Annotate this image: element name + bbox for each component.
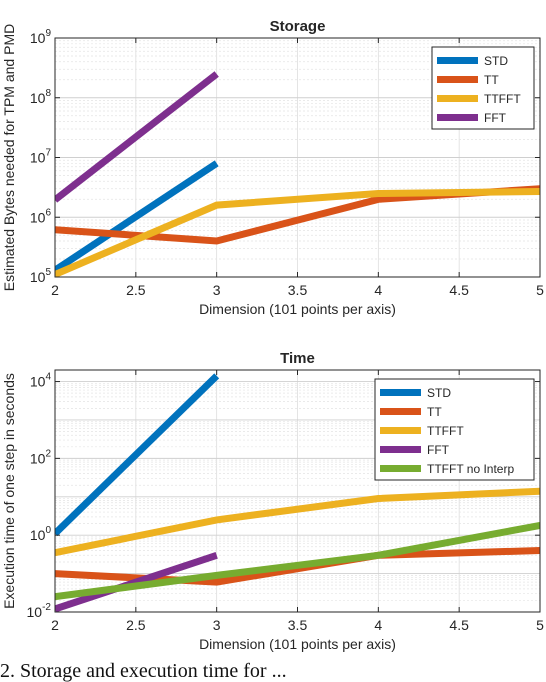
figure-caption: 2. Storage and execution time for ... bbox=[0, 660, 287, 682]
x-tick-label: 5 bbox=[536, 617, 544, 633]
legend-label-ttfft: TTFFT bbox=[484, 92, 521, 106]
x-tick-label: 4.5 bbox=[449, 617, 469, 633]
x-tick-label: 3.5 bbox=[288, 282, 308, 298]
y-tick-label: 100 bbox=[30, 525, 52, 543]
y-tick-label: 107 bbox=[30, 148, 52, 166]
legend-label-ttfft: TTFFT bbox=[427, 424, 464, 438]
y-tick-label: 102 bbox=[30, 448, 52, 466]
legend-label-tt: TT bbox=[484, 73, 499, 87]
legend: STD TT TTFFT FFT TTFFT no Interp bbox=[374, 378, 535, 481]
series-lines bbox=[55, 373, 540, 612]
x-axis-label: Dimension (101 points per axis) bbox=[199, 301, 396, 317]
x-tick-label: 4.5 bbox=[449, 282, 469, 298]
legend-label-fft: FFT bbox=[427, 443, 450, 457]
legend-label-std: STD bbox=[484, 54, 508, 68]
legend-label-ttfft-no-interp: TTFFT no Interp bbox=[427, 462, 514, 476]
legend-label-tt: TT bbox=[427, 405, 442, 419]
series-line-std bbox=[55, 160, 219, 274]
legend-label-std: STD bbox=[427, 386, 451, 400]
chart-title: Storage bbox=[270, 18, 326, 35]
series-line-fft bbox=[55, 551, 218, 612]
series-line-ttfft-no-interp bbox=[55, 521, 540, 601]
x-tick-label: 3 bbox=[213, 617, 221, 633]
chart-title: Time bbox=[280, 350, 315, 367]
x-tick-label: 5 bbox=[536, 282, 544, 298]
series-line-ttfft bbox=[55, 188, 540, 277]
series-line-std bbox=[55, 373, 220, 537]
x-tick-label: 2.5 bbox=[126, 282, 146, 298]
y-tick-label: 109 bbox=[30, 28, 52, 46]
storage-chart: 2 2.5 3 3.5 4 4.5 5 105 106 107 108 109 Storage Dimen… bbox=[1, 18, 544, 317]
y-tick-label: 108 bbox=[30, 88, 52, 106]
x-tick-label: 2.5 bbox=[126, 617, 146, 633]
y-tick-label: 104 bbox=[30, 372, 52, 390]
legend-label-fft: FFT bbox=[484, 111, 507, 125]
legend: STD TT TTFFT FFT bbox=[431, 46, 535, 130]
y-axis-label: Execution time of one step in seconds bbox=[1, 373, 17, 609]
x-tick-label: 2 bbox=[51, 282, 59, 298]
y-tick-label: 10-2 bbox=[27, 602, 52, 620]
x-tick-label: 4 bbox=[374, 282, 382, 298]
series-lines bbox=[55, 71, 540, 277]
x-axis-label: Dimension (101 points per axis) bbox=[199, 636, 396, 652]
x-tick-label: 4 bbox=[374, 617, 382, 633]
series-line-fft bbox=[55, 71, 219, 203]
time-chart: 2 2.5 3 3.5 4 4.5 5 10-2 100 102 104 Time Dimension … bbox=[1, 350, 544, 652]
series-line-ttfft bbox=[55, 487, 540, 557]
y-tick-label: 105 bbox=[30, 267, 52, 285]
y-tick-label: 106 bbox=[30, 207, 52, 225]
x-tick-label: 3 bbox=[213, 282, 221, 298]
x-tick-label: 2 bbox=[51, 617, 59, 633]
y-axis-label: Estimated Bytes needed for TPM and PMD bbox=[1, 24, 17, 291]
x-tick-label: 3.5 bbox=[288, 617, 308, 633]
